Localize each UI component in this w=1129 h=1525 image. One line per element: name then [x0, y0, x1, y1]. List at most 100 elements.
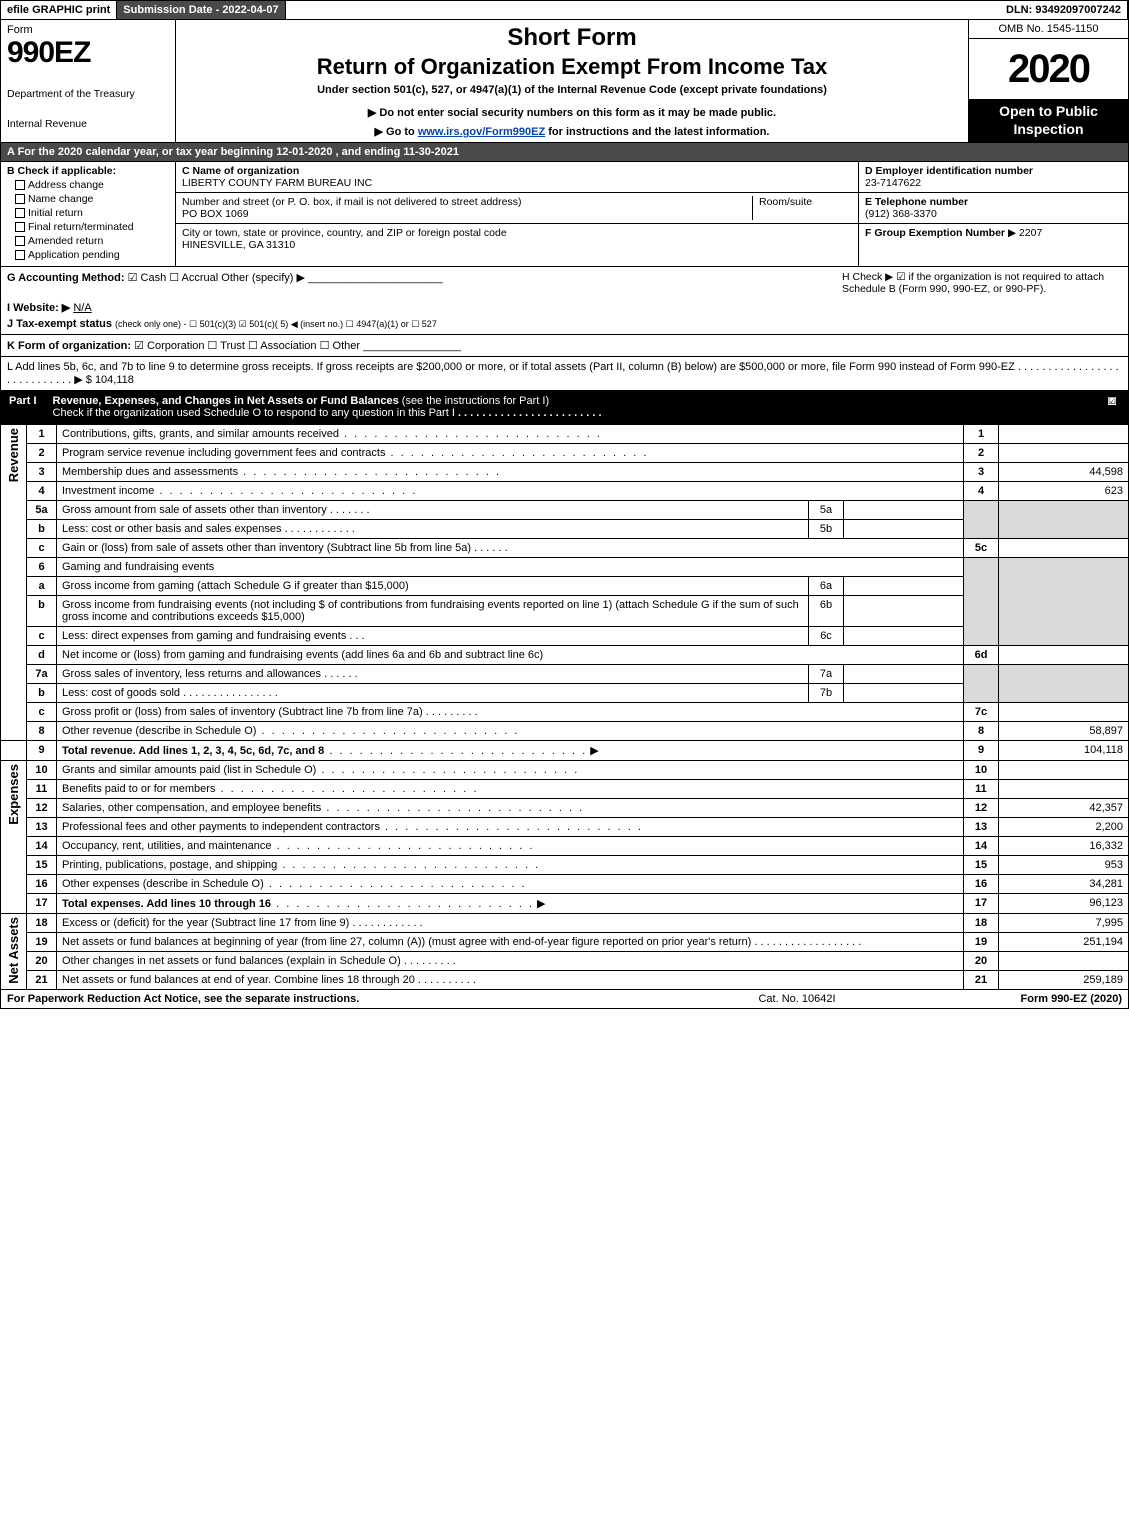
mv-5b: [844, 520, 964, 539]
i-label: I Website: ▶: [7, 302, 70, 314]
txt-2: Program service revenue including govern…: [62, 447, 385, 459]
ln-4: 4: [27, 482, 57, 501]
k-label: K Form of organization:: [7, 340, 131, 352]
room-suite-label: Room/suite: [752, 196, 852, 220]
ln-7a: 7a: [27, 665, 57, 684]
txt-12: Salaries, other compensation, and employ…: [62, 802, 321, 814]
dln: DLN: 93492097007242: [1000, 1, 1128, 19]
part1-check-text: Check if the organization used Schedule …: [53, 407, 455, 419]
form-number: 990EZ: [7, 36, 169, 70]
row-k: K Form of organization: ☑ Corporation ☐ …: [0, 335, 1129, 357]
tax-year: 2020: [969, 39, 1128, 99]
num-7c: 7c: [964, 703, 999, 722]
mn-5a: 5a: [809, 501, 844, 520]
num-11: 11: [964, 780, 999, 799]
box-b: B Check if applicable: Address change Na…: [1, 162, 176, 266]
header-right: OMB No. 1545-1150 2020 Open to Public In…: [968, 20, 1128, 142]
chk-application-pending[interactable]: Application pending: [15, 249, 169, 261]
l-amount: ▶ $ 104,118: [74, 374, 134, 386]
txt-10: Grants and similar amounts paid (list in…: [62, 764, 316, 776]
website-value: N/A: [73, 302, 91, 314]
mv-6b: [844, 596, 964, 627]
mn-7a: 7a: [809, 665, 844, 684]
ln-5c: c: [27, 539, 57, 558]
org-name: LIBERTY COUNTY FARM BUREAU INC: [182, 177, 852, 189]
chk-name-change[interactable]: Name change: [15, 193, 169, 205]
side-expenses: Expenses: [6, 764, 21, 825]
efile-print-label[interactable]: efile GRAPHIC print: [1, 1, 117, 19]
txt-7b: Less: cost of goods sold: [62, 687, 180, 699]
k-rest[interactable]: ☑ Corporation ☐ Trust ☐ Association ☐ Ot…: [134, 340, 360, 352]
box-def: D Employer identification number 23-7147…: [858, 162, 1128, 266]
chk-amended-return[interactable]: Amended return: [15, 235, 169, 247]
ln-10: 10: [27, 761, 57, 780]
txt-13: Professional fees and other payments to …: [62, 821, 380, 833]
mv-7b: [844, 684, 964, 703]
header-left: Form 990EZ Department of the Treasury In…: [1, 20, 176, 142]
ln-6: 6: [27, 558, 57, 577]
dept-treasury: Department of the Treasury: [7, 88, 169, 100]
num-5c: 5c: [964, 539, 999, 558]
num-14: 14: [964, 837, 999, 856]
topbar: efile GRAPHIC print Submission Date - 20…: [0, 0, 1129, 20]
f-label: F Group Exemption Number: [865, 227, 1005, 239]
ln-18: 18: [27, 914, 57, 933]
ln-6d: d: [27, 646, 57, 665]
part1-checkbox[interactable]: ☑: [1107, 396, 1117, 406]
footer: For Paperwork Reduction Act Notice, see …: [0, 990, 1129, 1009]
goto-line: ▶ Go to www.irs.gov/Form990EZ for instru…: [184, 125, 960, 138]
ln-3: 3: [27, 463, 57, 482]
j-rest[interactable]: (check only one) - ☐ 501(c)(3) ☑ 501(c)(…: [115, 319, 437, 329]
num-9: 9: [964, 741, 999, 761]
txt-17: Total expenses. Add lines 10 through 16: [62, 898, 271, 910]
footer-left: For Paperwork Reduction Act Notice, see …: [7, 993, 672, 1005]
ln-14: 14: [27, 837, 57, 856]
val-12: 42,357: [999, 799, 1129, 818]
num-3: 3: [964, 463, 999, 482]
ln-6a: a: [27, 577, 57, 596]
ln-8: 8: [27, 722, 57, 741]
txt-5a: Gross amount from sale of assets other t…: [62, 504, 327, 516]
ln-12: 12: [27, 799, 57, 818]
num-21: 21: [964, 971, 999, 990]
group-exemption: ▶ 2207: [1008, 227, 1042, 239]
ln-11: 11: [27, 780, 57, 799]
g-opts[interactable]: ☑ Cash ☐ Accrual Other (specify) ▶: [128, 272, 305, 284]
txt-21: Net assets or fund balances at end of ye…: [62, 974, 415, 986]
num-19: 19: [964, 933, 999, 952]
form-header: Form 990EZ Department of the Treasury In…: [0, 20, 1129, 143]
num-2: 2: [964, 444, 999, 463]
city-label: City or town, state or province, country…: [182, 227, 852, 239]
ln-1: 1: [27, 425, 57, 444]
short-form-title: Short Form: [184, 24, 960, 52]
j-label: J Tax-exempt status: [7, 318, 112, 330]
txt-9: Total revenue. Add lines 1, 2, 3, 4, 5c,…: [62, 745, 324, 757]
ln-5a: 5a: [27, 501, 57, 520]
ln-13: 13: [27, 818, 57, 837]
box-b-head: B Check if applicable:: [7, 165, 169, 177]
irs-link[interactable]: www.irs.gov/Form990EZ: [418, 126, 545, 138]
txt-18: Excess or (deficit) for the year (Subtra…: [62, 917, 349, 929]
header-center: Short Form Return of Organization Exempt…: [176, 20, 968, 142]
chk-initial-return[interactable]: Initial return: [15, 207, 169, 219]
info-block: B Check if applicable: Address change Na…: [0, 162, 1129, 267]
num-4: 4: [964, 482, 999, 501]
under-section: Under section 501(c), 527, or 4947(a)(1)…: [184, 84, 960, 96]
footer-cat: Cat. No. 10642I: [672, 993, 922, 1005]
chk-final-return[interactable]: Final return/terminated: [15, 221, 169, 233]
val-9: 104,118: [999, 741, 1129, 761]
ln-7c: c: [27, 703, 57, 722]
ln-20: 20: [27, 952, 57, 971]
num-20: 20: [964, 952, 999, 971]
txt-6b: Gross income from fundraising events (no…: [57, 596, 809, 627]
ln-17: 17: [27, 894, 57, 914]
ln-19: 19: [27, 933, 57, 952]
val-17: 96,123: [999, 894, 1129, 914]
part1-header: Part I Revenue, Expenses, and Changes in…: [0, 391, 1129, 424]
mn-6c: 6c: [809, 627, 844, 646]
chk-address-change[interactable]: Address change: [15, 179, 169, 191]
val-4: 623: [999, 482, 1129, 501]
num-1: 1: [964, 425, 999, 444]
part1-table: Revenue 1 Contributions, gifts, grants, …: [0, 424, 1129, 990]
num-18: 18: [964, 914, 999, 933]
